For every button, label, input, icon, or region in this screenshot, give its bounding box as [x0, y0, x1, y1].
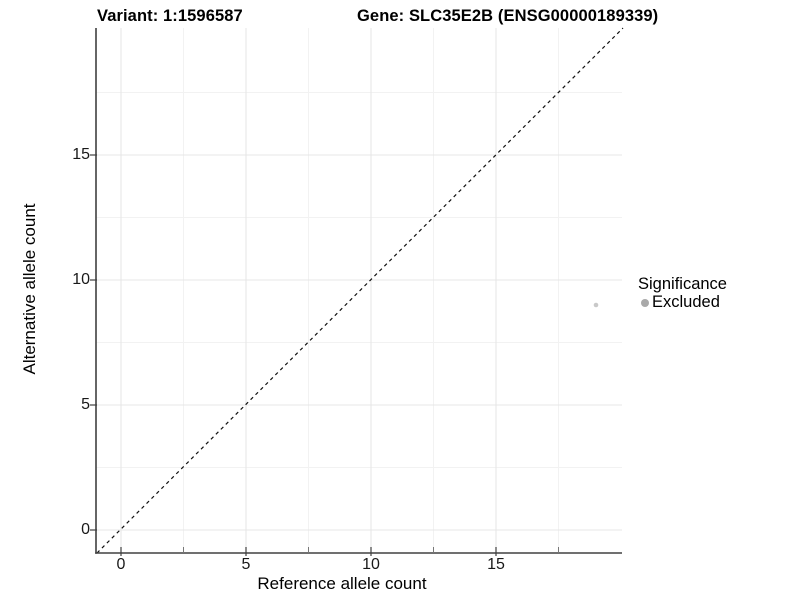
legend-item-label: Excluded	[652, 293, 720, 311]
y-tick-label: 15	[72, 146, 90, 163]
legend-point-icon	[641, 298, 649, 307]
legend-item-excluded: Excluded	[638, 294, 727, 311]
x-tick-label: 15	[487, 556, 505, 573]
legend: Significance Excluded	[638, 275, 727, 311]
x-tick-label: 5	[241, 556, 251, 573]
plot-title-gene: Gene: SLC35E2B (ENSG00000189339)	[357, 7, 659, 25]
y-axis-title: Alternative allele count	[20, 203, 39, 375]
y-tick-label: 0	[81, 521, 90, 538]
x-tick-label: 10	[362, 556, 380, 573]
legend-title: Significance	[638, 275, 727, 293]
y-tick-label: 5	[81, 396, 90, 413]
data-point	[593, 302, 599, 308]
x-axis-title: Reference allele count	[257, 574, 427, 593]
identity-reference-line	[96, 27, 624, 554]
y-tick-label: 10	[72, 271, 90, 288]
plot-title-variant: Variant: 1:1596587	[97, 7, 243, 25]
x-tick-label: 0	[116, 556, 126, 573]
